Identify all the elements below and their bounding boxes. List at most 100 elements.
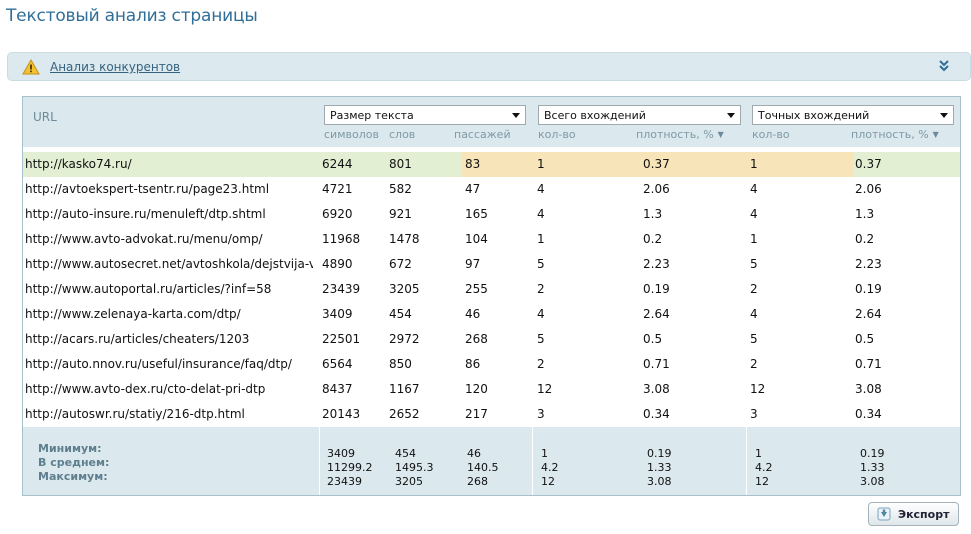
row-url-link[interactable]: http://www.autoportal.ru/articles/?inf=5… <box>25 282 272 296</box>
dropdown-arrow-icon <box>727 113 735 118</box>
summary-avg-symbols: 11299.2 <box>327 461 373 474</box>
cell-passages: 217 <box>465 407 488 421</box>
row-url-link[interactable]: http://www.avto-dex.ru/cto-delat-pri-dtp <box>25 382 266 396</box>
row-url-link[interactable]: http://www.autosecret.net/avtoshkola/dej… <box>25 257 313 271</box>
cell-symbols: 4721 <box>322 182 353 196</box>
double-chevron-down-icon[interactable] <box>938 59 950 73</box>
table-row: http://www.avto-advokat.ru/menu/omp/1196… <box>23 227 960 252</box>
row-highlight <box>319 152 462 177</box>
cell-total-count: 1 <box>537 232 545 246</box>
words-column-header[interactable]: слов <box>389 128 416 141</box>
cell-total-count: 2 <box>537 357 545 371</box>
summary-max-total-density: 3.08 <box>647 475 672 488</box>
table-row: http://www.avto-dex.ru/cto-delat-pri-dtp… <box>23 377 960 402</box>
cell-total-count: 4 <box>537 182 545 196</box>
cell-total-density: 3.08 <box>643 382 670 396</box>
cell-words: 2652 <box>389 407 420 421</box>
summary-avg-exact-count: 4.2 <box>755 461 773 474</box>
competitors-analysis-link[interactable]: Анализ конкурентов <box>50 60 181 74</box>
cell-total-density: 0.2 <box>643 232 663 246</box>
cell-exact-density: 2.06 <box>855 182 882 196</box>
row-url-link[interactable]: http://acars.ru/articles/cheaters/1203 <box>25 332 250 346</box>
summary-min-exact-count: 1 <box>755 447 762 460</box>
cell-total-density: 0.71 <box>643 357 670 371</box>
cell-exact-density: 3.08 <box>855 382 882 396</box>
total-occurrences-select-value: Всего вхождений <box>544 109 646 122</box>
summary-min-words: 454 <box>395 447 416 460</box>
cell-total-density: 0.19 <box>643 282 670 296</box>
total-density-header-label: плотность, % <box>636 128 714 141</box>
cell-symbols: 6244 <box>322 157 353 171</box>
table-row: http://autoswr.ru/statiy/216-dtp.html 201… <box>23 402 960 427</box>
exact-density-column-header[interactable]: плотность, % ▼ <box>851 128 939 141</box>
row-url-link[interactable]: http://autoswr.ru/statiy/216-dtp.html <box>25 407 245 421</box>
text-size-select-value: Размер текста <box>330 109 414 122</box>
url-column-header: URL <box>33 110 57 124</box>
total-count-column-header[interactable]: кол-во <box>538 128 576 141</box>
cell-total-density: 2.23 <box>643 257 670 271</box>
column-divider <box>319 427 320 495</box>
cell-total-count: 5 <box>537 332 545 346</box>
cell-symbols: 6564 <box>322 357 353 371</box>
cell-passages: 46 <box>465 307 481 321</box>
total-occurrences-select[interactable]: Всего вхождений <box>538 105 741 125</box>
table-body: http://kasko74.ru/6244 801 83 1 0.37 1 0.37 htt… <box>23 152 960 427</box>
exact-occurrences-select-value: Точных вхождений <box>758 109 870 122</box>
summary-avg-exact-density: 1.33 <box>860 461 885 474</box>
row-url-link[interactable]: http://avtoekspert-tsentr.ru/page23.html <box>25 182 270 196</box>
row-highlight <box>534 152 640 177</box>
cell-exact-count: 12 <box>750 382 766 396</box>
cell-symbols: 3409 <box>322 307 353 321</box>
summary-min-total-density: 0.19 <box>647 447 672 460</box>
dropdown-arrow-icon <box>512 113 520 118</box>
summary-avg-words: 1495.3 <box>395 461 434 474</box>
summary-avg-passages: 140.5 <box>467 461 499 474</box>
cell-exact-count: 4 <box>750 182 758 196</box>
row-url-link[interactable]: http://www.avto-advokat.ru/menu/omp/ <box>25 232 263 246</box>
table-row: http://avtoekspert-tsentr.ru/page23.html… <box>23 177 960 202</box>
cell-exact-density: 0.19 <box>855 282 882 296</box>
table-row: http://auto-insure.ru/menuleft/dtp.shtml… <box>23 202 960 227</box>
analysis-table: URL Размер текста Всего вхождений Точных… <box>22 96 961 496</box>
cell-exact-density: 0.5 <box>855 332 875 346</box>
summary-max-passages: 268 <box>467 475 488 488</box>
cell-passages: 97 <box>465 257 481 271</box>
cell-symbols: 23439 <box>322 282 361 296</box>
row-highlight <box>462 152 534 177</box>
exact-density-header-label: плотность, % <box>851 128 929 141</box>
cell-exact-count: 2 <box>750 282 758 296</box>
text-size-select[interactable]: Размер текста <box>324 105 526 125</box>
total-density-column-header[interactable]: плотность, % ▼ <box>636 128 724 141</box>
row-url-link[interactable]: http://auto.nnov.ru/useful/insurance/faq… <box>25 357 292 371</box>
row-url-link[interactable]: http://auto-insure.ru/menuleft/dtp.shtml <box>25 207 266 221</box>
summary-avg-total-count: 4.2 <box>541 461 559 474</box>
export-button[interactable]: Экспорт <box>868 502 959 526</box>
row-highlight <box>853 152 960 177</box>
cell-passages: 104 <box>465 232 488 246</box>
cell-exact-density: 2.23 <box>855 257 882 271</box>
cell-total-count: 2 <box>537 282 545 296</box>
cell-total-count: 4 <box>537 207 545 221</box>
cell-passages: 120 <box>465 382 488 396</box>
export-button-label: Экспорт <box>898 508 950 521</box>
cell-words: 3205 <box>389 282 420 296</box>
passages-column-header[interactable]: пассажей <box>454 128 511 141</box>
summary-min-symbols: 3409 <box>327 447 355 460</box>
cell-words: 921 <box>389 207 412 221</box>
column-divider <box>532 427 533 495</box>
cell-symbols: 22501 <box>322 332 361 346</box>
exact-count-column-header[interactable]: кол-во <box>752 128 790 141</box>
cell-exact-density: 0.2 <box>855 232 875 246</box>
page-title: Текстовый анализ страницы <box>6 6 258 26</box>
row-url-link[interactable]: http://www.zelenaya-karta.com/dtp/ <box>25 307 241 321</box>
table-header: URL Размер текста Всего вхождений Точных… <box>23 97 960 147</box>
column-divider <box>746 427 747 495</box>
symbols-column-header[interactable]: символов <box>324 128 379 141</box>
summary-min-exact-density: 0.19 <box>860 447 885 460</box>
table-summary: Минимум: В среднем: Максимум: 3409 454 46 1… <box>23 427 960 495</box>
summary-max-total-count: 12 <box>541 475 555 488</box>
exact-occurrences-select[interactable]: Точных вхождений <box>752 105 954 125</box>
row-url-link[interactable]: http://kasko74.ru/ <box>25 157 132 171</box>
summary-max-exact-density: 3.08 <box>860 475 885 488</box>
download-arrow-icon <box>877 507 891 521</box>
